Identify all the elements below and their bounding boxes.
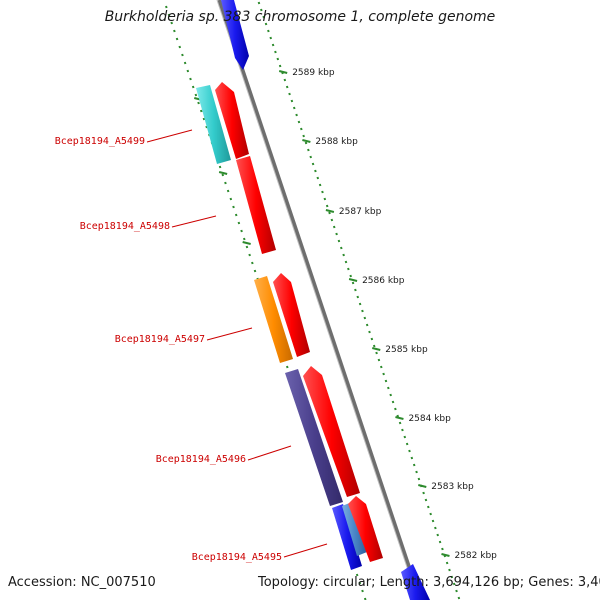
scale-labels: 2589 kbp 2588 kbp 2587 kbp 2586 kbp 2585 kbp… xyxy=(292,68,497,561)
major-tick xyxy=(302,139,311,143)
gene-features xyxy=(196,0,430,600)
gene-leader-line xyxy=(171,215,217,228)
gene-leader-line xyxy=(206,327,253,341)
scale-label: 2587 kbp xyxy=(339,207,382,217)
scale-ticks-outer xyxy=(257,1,461,600)
gene-red-2[interactable] xyxy=(273,273,310,357)
major-tick xyxy=(278,70,288,74)
gene-label[interactable]: Bcep18194_A5499 xyxy=(55,136,145,147)
major-tick xyxy=(325,209,335,213)
gene-Bcep18194_A5496-purple[interactable] xyxy=(285,369,343,506)
gene-label[interactable]: Bcep18194_A5497 xyxy=(115,334,205,345)
scale-label: 2588 kbp xyxy=(315,137,358,147)
gene-leader-line xyxy=(146,129,193,143)
gene-red-3[interactable] xyxy=(303,366,360,497)
gene-Bcep18194_A5495-blue[interactable] xyxy=(332,504,362,570)
gene-label[interactable]: Bcep18194_A5498 xyxy=(80,221,170,232)
major-tick xyxy=(372,347,381,351)
scale-label: 2585 kbp xyxy=(385,345,428,355)
major-tick xyxy=(395,416,404,420)
scale-label: 2586 kbp xyxy=(362,276,405,286)
gene-leader-line xyxy=(247,445,292,461)
gene-red-4[interactable] xyxy=(348,496,383,562)
gene-Bcep18194_A5499-cyan[interactable] xyxy=(196,85,231,164)
scale-label: 2589 kbp xyxy=(292,68,335,78)
accession-text: Accession: NC_007510 xyxy=(8,575,156,590)
major-tick xyxy=(348,278,358,282)
scale-label: 2584 kbp xyxy=(408,414,451,424)
gene-Bcep18194_A5498[interactable] xyxy=(236,156,276,254)
gene-steel[interactable] xyxy=(342,502,367,556)
gene-bottom-blue[interactable] xyxy=(401,564,430,600)
map-title: Burkholderia sp. 383 chromosome 1, compl… xyxy=(104,9,496,25)
gene-labels: Bcep18194_A5499 Bcep18194_A5498 Bcep18194_… xyxy=(55,129,328,563)
gene-top-blue[interactable] xyxy=(221,0,249,70)
gene-label[interactable]: Bcep18194_A5495 xyxy=(192,552,282,563)
major-tick xyxy=(418,484,427,488)
scale-label: 2583 kbp xyxy=(431,482,474,492)
chromosome-backbone xyxy=(216,0,422,600)
gene-label[interactable]: Bcep18194_A5496 xyxy=(156,454,246,465)
gene-Bcep18194_A5497-orange[interactable] xyxy=(254,276,293,363)
genome-summary-text: Topology: circular; Length: 3,694,126 bp… xyxy=(258,575,600,590)
major-tick xyxy=(441,553,450,557)
gene-leader-line xyxy=(283,543,328,558)
scale-label: 2582 kbp xyxy=(454,551,497,561)
gene-red-1[interactable] xyxy=(215,82,249,159)
